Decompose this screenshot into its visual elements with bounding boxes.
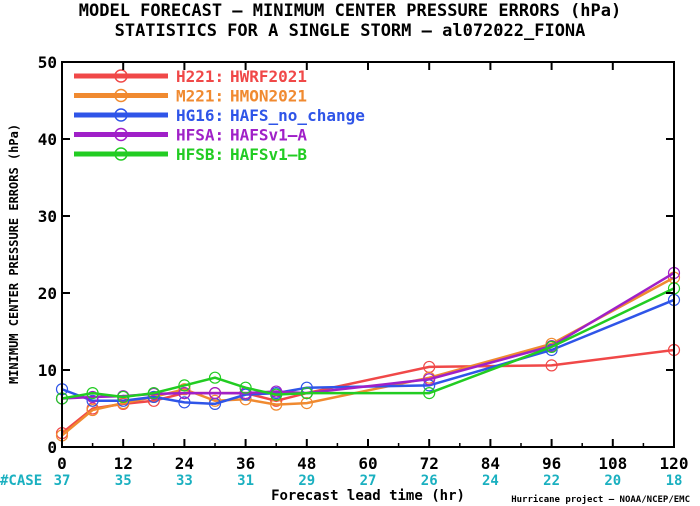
data-point: [86, 394, 99, 407]
data-point: [147, 394, 160, 407]
legend-swatch-marker: [114, 147, 128, 161]
data-point: [270, 388, 283, 401]
case-count: 29: [298, 473, 315, 489]
series-m221: [55, 271, 681, 442]
legend-code: HG16:: [176, 106, 224, 125]
case-count: 27: [360, 473, 377, 489]
legend-model: HAFS_no_change: [230, 106, 365, 125]
plot-frame: [61, 61, 675, 448]
y-tick-label: 20: [38, 284, 57, 303]
data-point: [423, 387, 436, 400]
case-count: 22: [543, 473, 560, 489]
legend-model: HAFSv1–B: [230, 145, 307, 164]
credit-text: Hurricane project – NOAA/NCEP/EMC: [511, 494, 690, 505]
x-tick-label: 120: [660, 454, 689, 473]
legend-model: HWRF2021: [230, 67, 307, 86]
series-line: [61, 287, 675, 400]
data-point: [86, 390, 99, 404]
data-point: [117, 390, 130, 404]
data-point: [545, 340, 558, 353]
legend-entry: H221: HWRF2021: [74, 67, 307, 86]
data-point: [147, 390, 160, 404]
x-tick-label: 60: [358, 454, 377, 473]
x-tick-label: 24: [175, 454, 194, 473]
case-label: #CASE: [0, 473, 42, 489]
y-tick-label: 50: [38, 53, 57, 72]
x-tick-label: 0: [57, 454, 67, 473]
data-point: [270, 385, 283, 398]
data-point: [178, 396, 191, 409]
legend-entry: HG16: HAFS_no_change: [74, 106, 365, 125]
case-count: 35: [115, 473, 132, 489]
legend-swatch-marker: [114, 69, 128, 83]
x-axis-label: Forecast lead time (hr): [271, 488, 465, 504]
case-count: 26: [421, 473, 438, 489]
chart-title-line2: STATISTICS FOR A SINGLE STORM – al072022…: [115, 21, 586, 41]
x-tick-label: 96: [542, 454, 561, 473]
data-point: [147, 387, 160, 400]
case-count: 31: [237, 473, 254, 489]
legend-entry: M221: HMON2021: [74, 87, 307, 106]
data-point: [86, 387, 99, 400]
data-point: [208, 394, 222, 407]
data-point: [178, 379, 191, 392]
legend-entry: HFSB: HAFSv1–B: [74, 145, 307, 164]
legend-swatch-marker: [114, 108, 128, 122]
data-point: [178, 387, 191, 400]
data-point: [208, 387, 222, 400]
x-tick-label: 48: [297, 454, 316, 473]
data-point: [300, 397, 313, 410]
x-tick-label: 72: [420, 454, 439, 473]
case-count: 37: [54, 473, 71, 489]
case-count: 18: [666, 473, 683, 489]
data-point: [423, 373, 436, 386]
legend-model: HMON2021: [230, 87, 307, 106]
case-count: 33: [176, 473, 193, 489]
data-point: [300, 387, 313, 400]
data-point: [178, 383, 191, 396]
y-tick-label: 40: [38, 130, 57, 149]
case-count: 20: [604, 473, 621, 489]
case-count: 24: [482, 473, 499, 489]
y-tick-label: 30: [38, 207, 57, 226]
legend-code: HFSB:: [176, 145, 224, 164]
x-tick-label: 12: [114, 454, 133, 473]
series-line: [61, 276, 675, 437]
legend-code: M221:: [176, 87, 224, 106]
chart-title-line1: MODEL FORECAST – MINIMUM CENTER PRESSURE…: [79, 1, 621, 21]
x-tick-label: 36: [236, 454, 255, 473]
legend-swatch-marker: [114, 127, 128, 142]
legend-code: H221:: [176, 67, 224, 86]
x-tick-label: 108: [598, 454, 627, 473]
data-point: [239, 381, 252, 394]
x-tick-label: 84: [481, 454, 500, 473]
data-point: [208, 371, 222, 384]
legend-entry: HFSA: HAFSv1–A: [74, 126, 307, 145]
legend-code: HFSA:: [176, 126, 224, 145]
data-point: [86, 403, 99, 417]
y-tick-label: 10: [38, 361, 57, 380]
y-tick-label: 0: [47, 438, 57, 457]
legend-swatch-marker: [114, 88, 128, 103]
data-point: [545, 359, 558, 372]
legend-model: HAFSv1–A: [230, 126, 307, 145]
y-axis-label: MINIMUM CENTER PRESSURE ERRORS (hPa): [7, 124, 21, 384]
